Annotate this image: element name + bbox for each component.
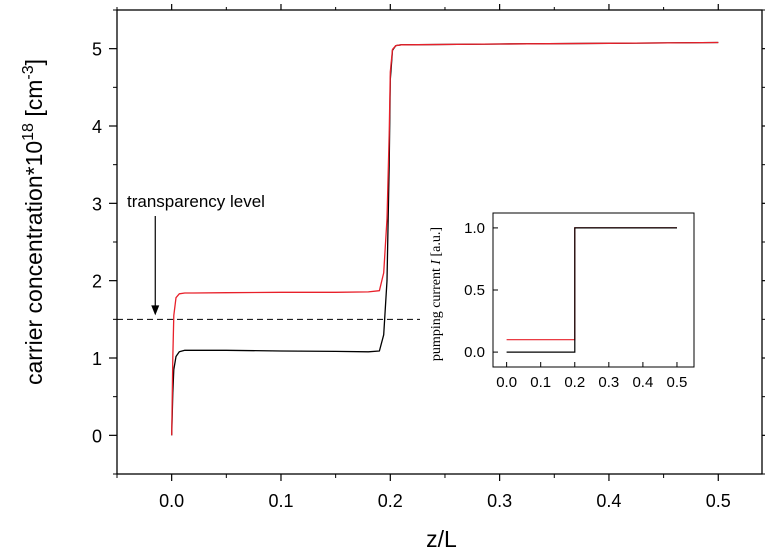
x-axis-label: z/L: [426, 526, 457, 552]
arrow-head: [151, 305, 160, 316]
y-axis-label-unit-exponent: -3: [20, 65, 37, 79]
series-line-red: [171, 41, 719, 436]
inset-y-axis-label: pumping current I [a.u.]: [429, 227, 444, 361]
y-tick-label: 1: [92, 349, 102, 369]
inset-tick-labels: 0.0 0.1 0.2 0.3 0.4 0.5 0.0 0.5 1.0: [464, 220, 687, 391]
inset-y-label-variable: I: [429, 259, 444, 266]
x-tick-label: 0.5: [706, 491, 731, 511]
inset-y-tick-label: 0.0: [464, 344, 485, 361]
y-axis-label: carrier concentration*1018 [cm-3]: [20, 59, 47, 385]
y-tick-label: 4: [92, 117, 102, 137]
x-tick-label: 0.1: [268, 491, 293, 511]
y-axis-label-unit: [cm: [21, 80, 47, 123]
inset-x-tick-label: 0.3: [598, 374, 619, 391]
transparency-arrow: [151, 216, 160, 316]
transparency-annotation: transparency level: [127, 192, 265, 211]
inset-series-group: [506, 227, 677, 353]
x-tick-label: 0.4: [596, 491, 621, 511]
x-tick-label: 0.2: [378, 491, 403, 511]
inset-y-label-prefix: pumping current: [429, 265, 444, 361]
x-tick-label: 0.0: [159, 491, 184, 511]
y-tick-label: 2: [92, 272, 102, 292]
inset-series-line-black: [506, 227, 677, 353]
inset-x-tick-label: 0.2: [564, 374, 585, 391]
inset-tick-marks: [493, 227, 678, 367]
main-tick-labels: 0.0 0.1 0.2 0.3 0.4 0.5 0 1 2 3 4 5: [92, 40, 731, 511]
y-axis-label-main: carrier concentration*10: [21, 141, 47, 385]
x-tick-label: 0.3: [487, 491, 512, 511]
inset-y-tick-label: 1.0: [464, 220, 485, 237]
inset-x-tick-label: 0.4: [632, 374, 653, 391]
inset-x-tick-label: 0.1: [530, 374, 551, 391]
inset-y-label-suffix: [a.u.]: [429, 227, 444, 260]
inset-x-tick-label: 0.0: [496, 374, 517, 391]
y-tick-label: 5: [92, 40, 102, 60]
inset-plot: 0.0 0.1 0.2 0.3 0.4 0.5 0.0 0.5 1.0 pumping curr…: [420, 200, 710, 400]
y-tick-label: 3: [92, 194, 102, 214]
main-tick-marks: [109, 4, 765, 481]
y-axis-label-exponent: 18: [20, 123, 37, 141]
y-axis-label-close: ]: [21, 59, 47, 65]
y-tick-label: 0: [92, 426, 102, 446]
main-series-group: [171, 41, 719, 436]
inset-y-tick-label: 0.5: [464, 282, 485, 299]
inset-x-tick-label: 0.5: [667, 374, 688, 391]
main-plot: 0.0 0.1 0.2 0.3 0.4 0.5 0 1 2 3 4 5 transparency le…: [20, 4, 765, 552]
